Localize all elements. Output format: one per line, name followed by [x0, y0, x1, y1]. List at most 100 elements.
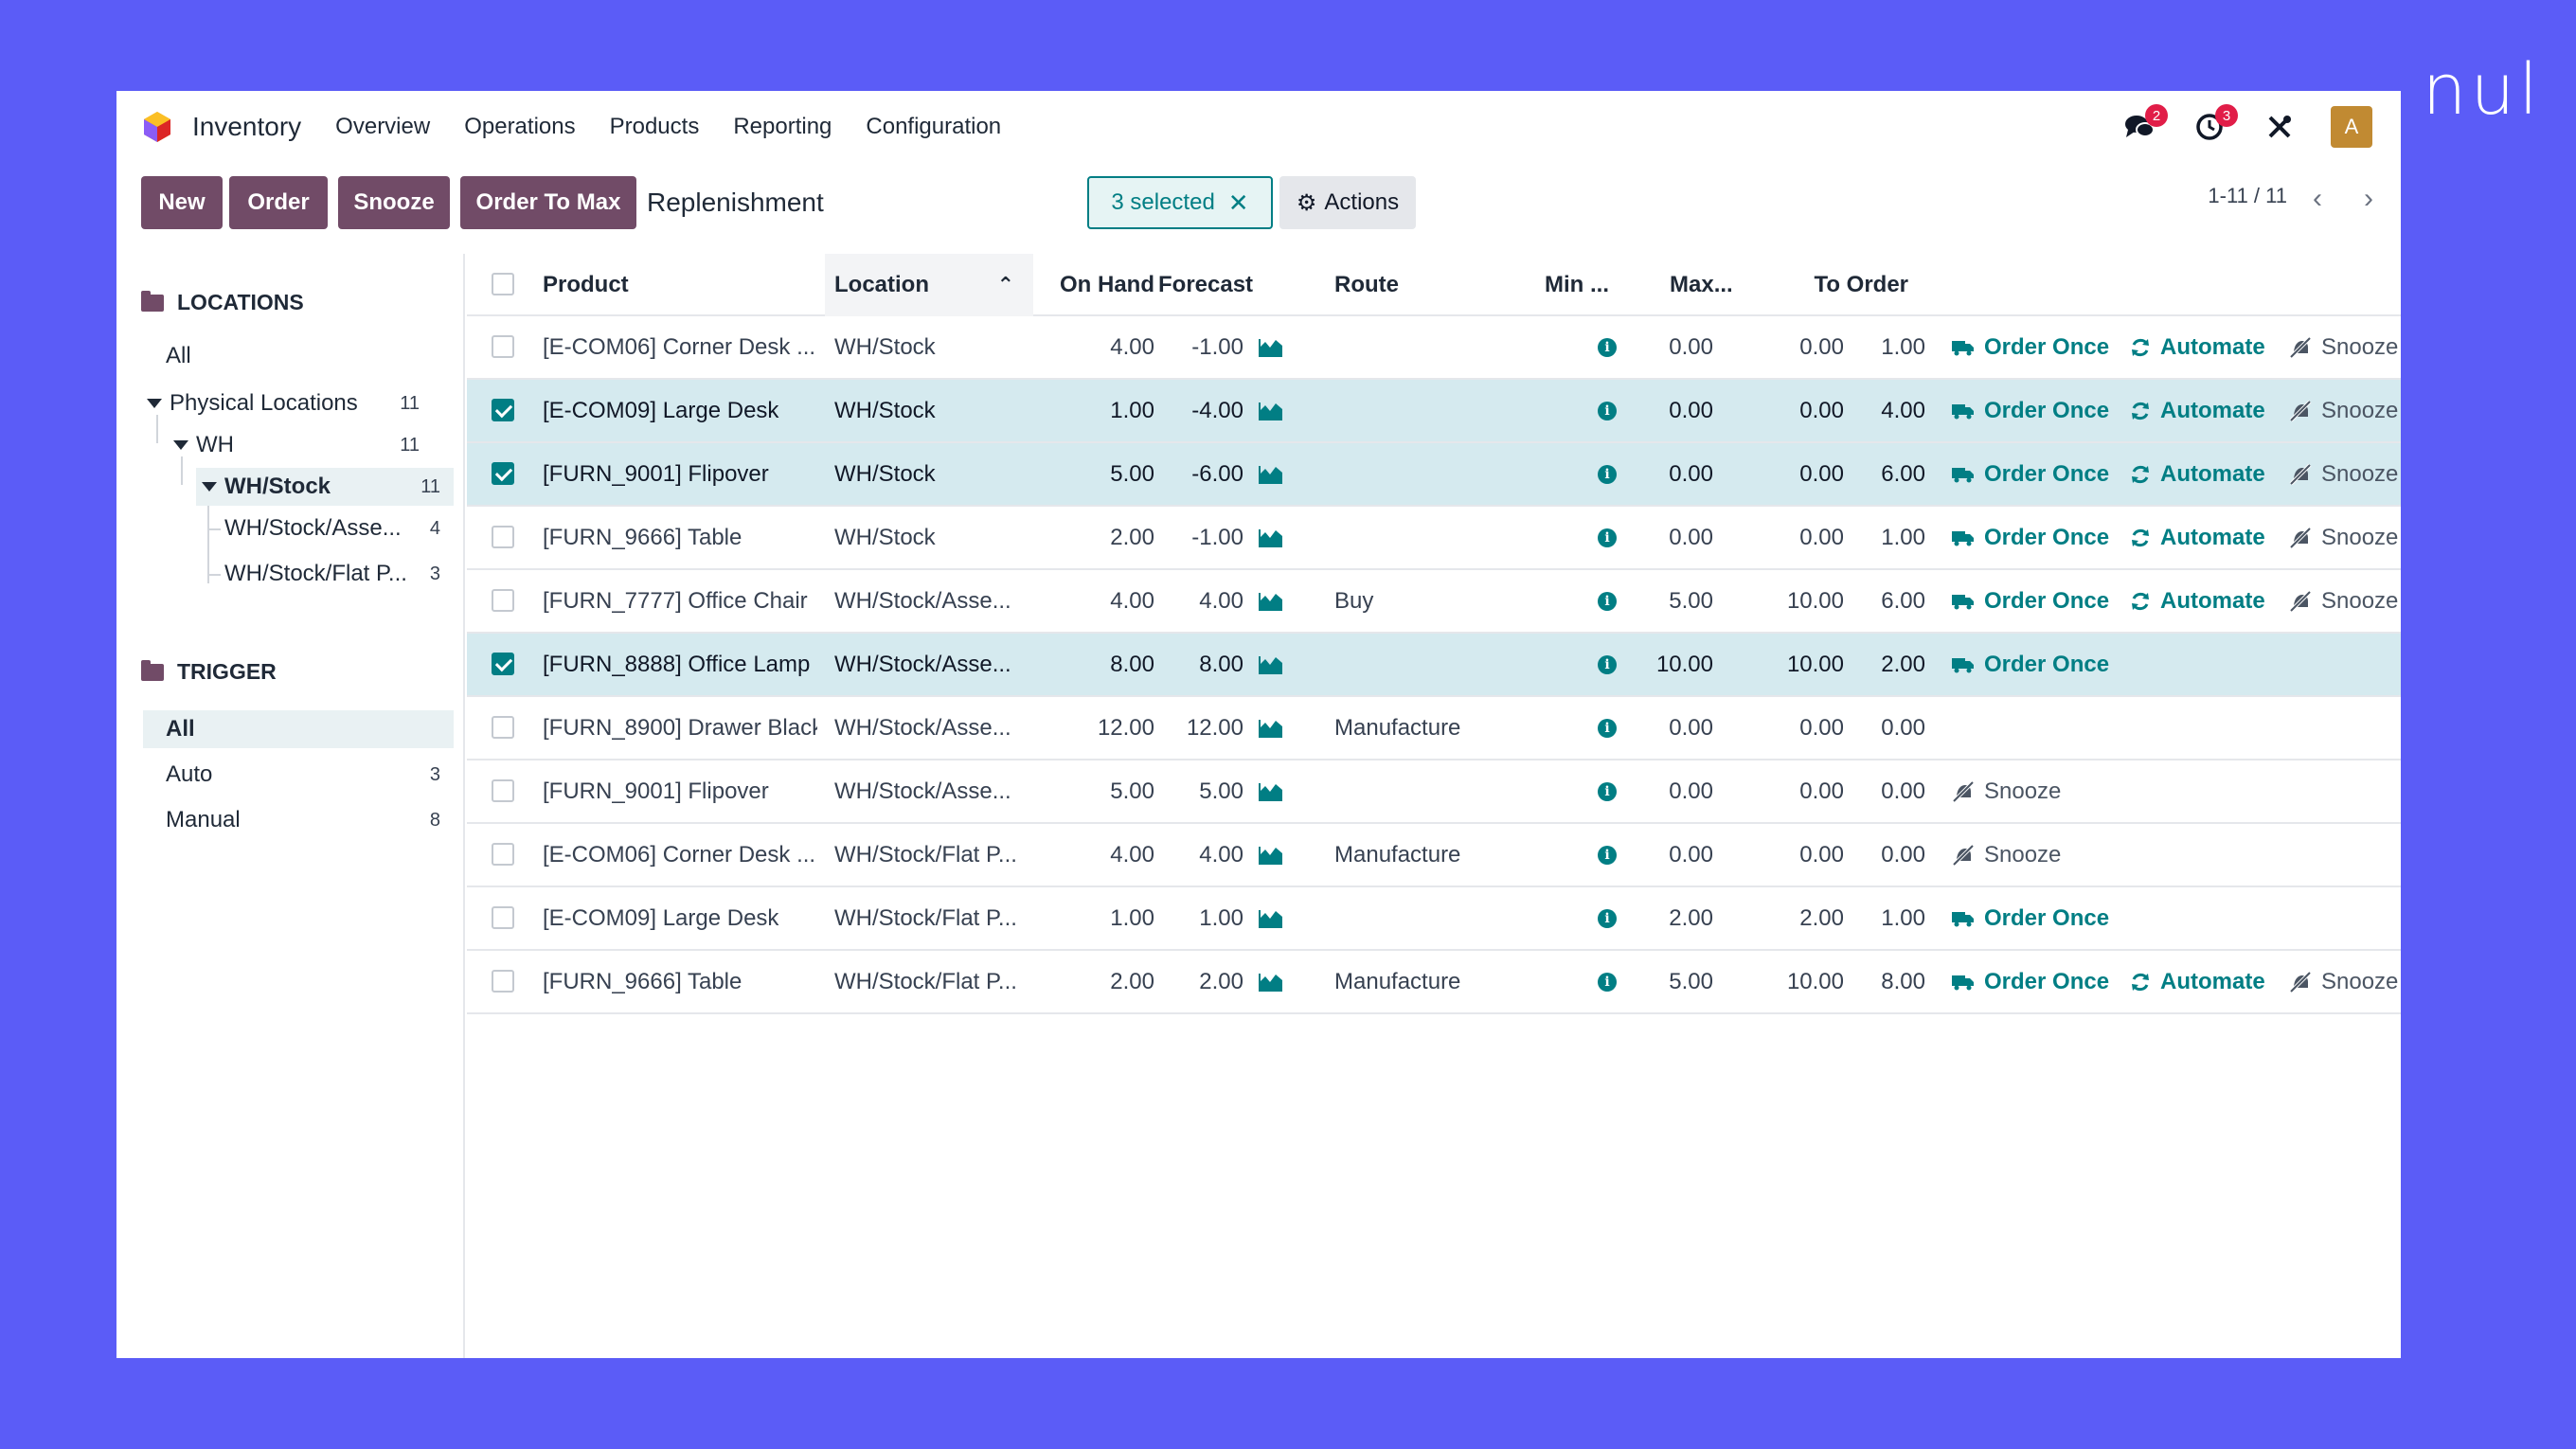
cell-location[interactable]: WH/Stock/Asse... [834, 651, 1011, 677]
cell-forecast[interactable]: 4.00 [1199, 587, 1243, 614]
order-once-button[interactable]: Order Once [1952, 380, 2113, 441]
cell-to-order[interactable]: 2.00 [1881, 651, 1925, 677]
cell-max[interactable]: 0.00 [1799, 778, 1844, 804]
cell-product[interactable]: [FURN_9001] Flipover [543, 778, 769, 804]
row-checkbox[interactable] [492, 779, 514, 802]
cell-max[interactable]: 10.00 [1786, 651, 1844, 677]
cell-forecast[interactable]: 1.00 [1199, 904, 1243, 931]
snooze-row-button[interactable]: Snooze [1952, 824, 2084, 886]
cell-forecast[interactable]: -6.00 [1191, 460, 1243, 487]
snooze-row-button[interactable]: Snooze [2289, 316, 2401, 378]
cell-route[interactable]: Buy [1334, 587, 1374, 614]
cell-min[interactable]: 0.00 [1669, 714, 1713, 741]
snooze-row-button[interactable]: Snooze [2289, 507, 2401, 568]
cell-route[interactable] [1334, 380, 1476, 441]
caret-down-icon[interactable] [202, 482, 217, 492]
cell-route[interactable]: Manufacture [1334, 714, 1461, 741]
cell-product[interactable]: [E-COM09] Large Desk [543, 397, 779, 423]
cell-forecast[interactable]: 12.00 [1186, 714, 1243, 741]
forecast-chart-icon[interactable] [1259, 570, 1297, 632]
cell-on-hand[interactable]: 2.00 [1110, 968, 1154, 994]
order-once-button[interactable]: Order Once [1952, 316, 2113, 378]
info-icon[interactable]: i [1598, 951, 1626, 1012]
order-once-button[interactable]: Order Once [1952, 507, 2113, 568]
app-name[interactable]: Inventory [192, 112, 302, 141]
cell-min[interactable]: 5.00 [1669, 587, 1713, 614]
col-location[interactable]: Location ⌃ [825, 254, 1033, 316]
cell-min[interactable]: 5.00 [1669, 968, 1713, 994]
table-row[interactable]: [E-COM09] Large Desk WH/Stock/Flat P... 1.… [467, 887, 2401, 951]
actions-button[interactable]: ⚙ Actions [1279, 176, 1416, 229]
row-checkbox[interactable] [492, 970, 514, 993]
cell-forecast[interactable]: -4.00 [1191, 397, 1243, 423]
cell-max[interactable]: 10.00 [1786, 968, 1844, 994]
automate-button[interactable]: Automate [2130, 380, 2278, 441]
location-wh-stock[interactable]: WH/Stock 11 [196, 468, 454, 506]
cell-product[interactable]: [E-COM06] Corner Desk ... [543, 841, 816, 868]
location-wh[interactable]: WH 11 [173, 426, 440, 464]
info-icon[interactable]: i [1598, 824, 1626, 886]
order-button[interactable]: Order [229, 176, 328, 229]
cell-route[interactable]: Manufacture [1334, 841, 1461, 868]
order-once-button[interactable]: Order Once [1952, 887, 2113, 949]
cell-to-order[interactable]: 1.00 [1881, 904, 1925, 931]
forecast-chart-icon[interactable] [1259, 824, 1297, 886]
info-icon[interactable]: i [1598, 380, 1626, 441]
cell-min[interactable]: 0.00 [1669, 841, 1713, 868]
cell-product[interactable]: [FURN_8888] Office Lamp [543, 651, 811, 677]
cell-max[interactable]: 0.00 [1799, 397, 1844, 423]
order-once-button[interactable]: Order Once [1952, 570, 2113, 632]
cell-location[interactable]: WH/Stock [834, 524, 936, 550]
table-row[interactable]: [E-COM06] Corner Desk ... WH/Stock 4.00 -1.… [467, 316, 2401, 380]
cell-route[interactable] [1334, 443, 1476, 505]
snooze-row-button[interactable]: Snooze [2289, 380, 2401, 441]
table-row[interactable]: [FURN_8900] Drawer Black WH/Stock/Asse...… [467, 697, 2401, 760]
inventory-logo-icon[interactable] [141, 111, 173, 143]
col-product[interactable]: Product [543, 272, 629, 297]
automate-button[interactable]: Automate [2130, 316, 2278, 378]
cell-route[interactable]: Manufacture [1334, 968, 1461, 994]
cell-to-order[interactable]: 1.00 [1881, 524, 1925, 550]
cell-product[interactable]: [FURN_8900] Drawer Black [543, 714, 817, 741]
cell-location[interactable]: WH/Stock/Asse... [834, 714, 1011, 741]
snooze-button[interactable]: Snooze [338, 176, 450, 229]
info-icon[interactable]: i [1598, 887, 1626, 949]
cell-location[interactable]: WH/Stock [834, 460, 936, 487]
cell-forecast[interactable]: -1.00 [1191, 524, 1243, 550]
cell-route[interactable] [1334, 887, 1476, 949]
cell-to-order[interactable]: 0.00 [1881, 841, 1925, 868]
automate-button[interactable]: Automate [2130, 570, 2278, 632]
info-icon[interactable]: i [1598, 316, 1626, 378]
cell-max[interactable]: 0.00 [1799, 714, 1844, 741]
forecast-chart-icon[interactable] [1259, 951, 1297, 1012]
menu-overview[interactable]: Overview [335, 114, 431, 139]
menu-configuration[interactable]: Configuration [866, 114, 1002, 139]
cell-min[interactable]: 0.00 [1669, 460, 1713, 487]
row-checkbox[interactable] [492, 653, 514, 675]
cell-location[interactable]: WH/Stock/Asse... [834, 587, 1011, 614]
cell-forecast[interactable]: 8.00 [1199, 651, 1243, 677]
clear-selection-icon[interactable]: ✕ [1227, 188, 1249, 217]
cell-min[interactable]: 2.00 [1669, 904, 1713, 931]
cell-min[interactable]: 10.00 [1655, 651, 1713, 677]
cell-to-order[interactable]: 0.00 [1881, 778, 1925, 804]
cell-forecast[interactable]: -1.00 [1191, 333, 1243, 360]
cell-to-order[interactable]: 8.00 [1881, 968, 1925, 994]
snooze-row-button[interactable]: Snooze [2289, 570, 2401, 632]
row-checkbox[interactable] [492, 526, 514, 548]
cell-on-hand[interactable]: 12.00 [1097, 714, 1154, 741]
location-wh-stock-flat[interactable]: WH/Stock/Flat P... 3 [224, 555, 454, 593]
cell-on-hand[interactable]: 8.00 [1110, 651, 1154, 677]
new-button[interactable]: New [141, 176, 223, 229]
col-max[interactable]: Max... [1670, 272, 1733, 297]
cell-min[interactable]: 0.00 [1669, 397, 1713, 423]
cell-route[interactable] [1334, 507, 1476, 568]
cell-product[interactable]: [FURN_7777] Office Chair [543, 587, 808, 614]
forecast-chart-icon[interactable] [1259, 443, 1297, 505]
cell-product[interactable]: [E-COM06] Corner Desk ... [543, 333, 816, 360]
row-checkbox[interactable] [492, 843, 514, 866]
cell-min[interactable]: 0.00 [1669, 333, 1713, 360]
cell-max[interactable]: 2.00 [1799, 904, 1844, 931]
cell-route[interactable] [1334, 634, 1476, 695]
user-avatar[interactable]: A [2331, 106, 2372, 148]
